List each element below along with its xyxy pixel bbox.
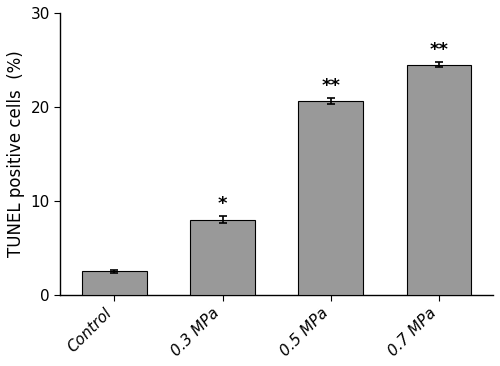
Y-axis label: TUNEL positive cells  (%): TUNEL positive cells (%) — [7, 51, 25, 257]
Bar — [406, 65, 472, 295]
Bar — [82, 272, 147, 295]
Bar — [190, 220, 255, 295]
Text: **: ** — [322, 77, 340, 95]
Bar — [298, 101, 363, 295]
Text: **: ** — [430, 41, 448, 59]
Text: *: * — [218, 195, 228, 213]
